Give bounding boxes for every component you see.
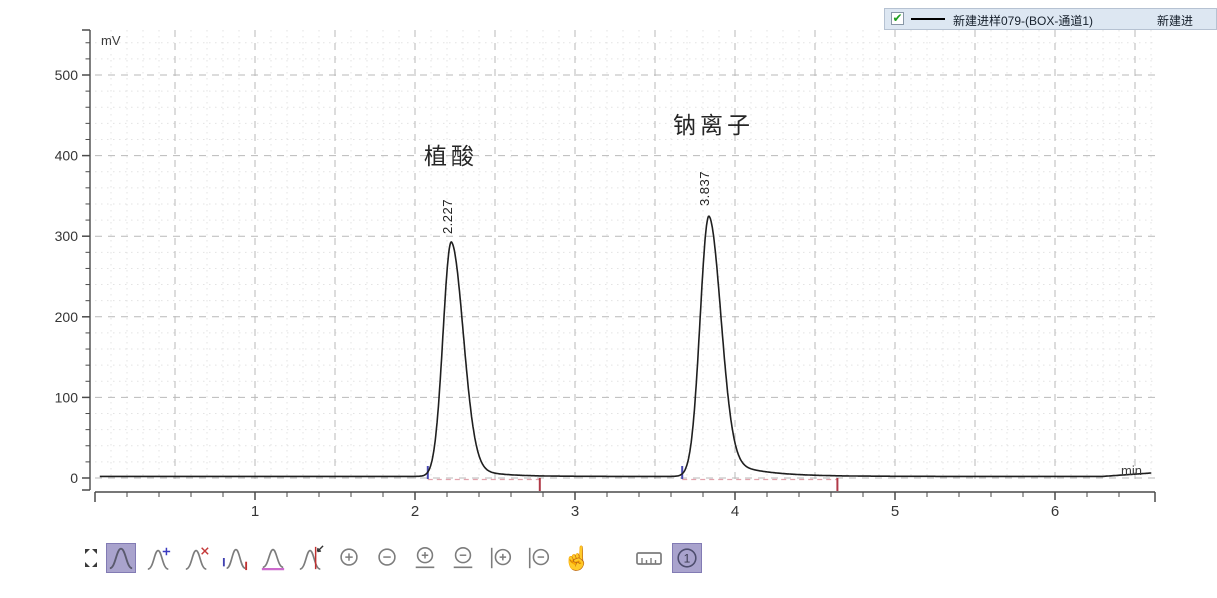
zoom-out-icon xyxy=(378,548,396,566)
zoom-out-button[interactable] xyxy=(372,543,402,573)
signal-trace xyxy=(99,215,1152,478)
y-tick-label: 400 xyxy=(55,148,79,164)
x-tick-label: 3 xyxy=(571,503,579,520)
peak-label-sodium-ion: 钠离子 xyxy=(673,112,754,138)
set-baseline-button[interactable] xyxy=(258,543,288,573)
set-peak-start-end-button[interactable] xyxy=(220,543,250,573)
hand-icon: ☝ xyxy=(562,544,592,571)
ruler-icon xyxy=(636,552,662,565)
pan-button[interactable]: ☝ xyxy=(562,543,592,573)
x-tick-label: 4 xyxy=(731,503,739,520)
axes xyxy=(82,29,1156,502)
peak-baseline-icon xyxy=(261,548,285,571)
legend: ✔ 新建进样079-(BOX-通道1) 新建进 xyxy=(884,8,1217,30)
channel-1-icon: 1 xyxy=(677,548,697,568)
y-tick-label: 500 xyxy=(55,67,79,83)
toolbar: ☝ 1 xyxy=(84,541,702,575)
y-tick-label: 300 xyxy=(55,228,79,244)
y-tick-label: 0 xyxy=(70,470,78,486)
peak-label-phytic-acid: 植酸 xyxy=(424,143,478,169)
grid-major xyxy=(95,30,1155,483)
expand-arrows-icon xyxy=(85,549,97,567)
x-tick-label: 1 xyxy=(251,503,259,520)
zoom-in-y-icon xyxy=(490,547,512,569)
add-peak-button[interactable] xyxy=(144,543,174,573)
toolbar-spacer xyxy=(600,543,626,573)
zoom-in-x-button[interactable] xyxy=(410,543,440,573)
peak-split-icon xyxy=(299,545,324,570)
x-axis-unit-label: min xyxy=(1121,463,1142,478)
peak-icon xyxy=(109,547,133,570)
zoom-in-button[interactable] xyxy=(334,543,364,573)
peak-markers-icon xyxy=(222,548,248,571)
retention-time-label-2: 3.837 xyxy=(697,171,712,207)
zoom-out-y-icon xyxy=(528,547,550,569)
legend-line-sample xyxy=(911,18,945,20)
zoom-out-y-button[interactable] xyxy=(524,543,554,573)
grid-minor xyxy=(95,30,1155,480)
y-tick-label: 200 xyxy=(55,309,79,325)
channel-1-button[interactable]: 1 xyxy=(672,543,702,573)
x-tick-label: 5 xyxy=(891,503,899,520)
legend-series2-label[interactable]: 新建进 xyxy=(1157,14,1194,28)
y-axis-unit-label: mV xyxy=(101,33,121,48)
split-peak-button[interactable] xyxy=(296,543,326,573)
chromatogram-curve xyxy=(99,215,1152,478)
zoom-in-icon xyxy=(340,548,358,566)
ruler-button[interactable] xyxy=(634,543,664,573)
legend-checkbox[interactable]: ✔ xyxy=(891,11,904,25)
zoom-out-x-icon xyxy=(453,546,473,569)
legend-series-label[interactable]: 新建进样079-(BOX-通道1) xyxy=(953,14,1094,28)
peak-cross-icon xyxy=(185,547,209,570)
zoom-in-y-button[interactable] xyxy=(486,543,516,573)
fit-screen-button[interactable] xyxy=(84,547,98,569)
integration-tool-button[interactable] xyxy=(106,543,136,573)
tick-labels: 0 100 200 300 400 500 1 2 3 4 5 6 xyxy=(55,67,1060,520)
zoom-in-x-icon xyxy=(415,546,435,569)
svg-text:1: 1 xyxy=(684,552,691,566)
retention-time-label-1: 2.227 xyxy=(440,199,455,235)
peak-plus-icon xyxy=(147,547,171,570)
x-tick-label: 2 xyxy=(411,503,419,520)
zoom-out-x-button[interactable] xyxy=(448,543,478,573)
delete-peak-button[interactable] xyxy=(182,543,212,573)
y-tick-label: 100 xyxy=(55,389,79,405)
x-tick-label: 6 xyxy=(1051,503,1059,520)
